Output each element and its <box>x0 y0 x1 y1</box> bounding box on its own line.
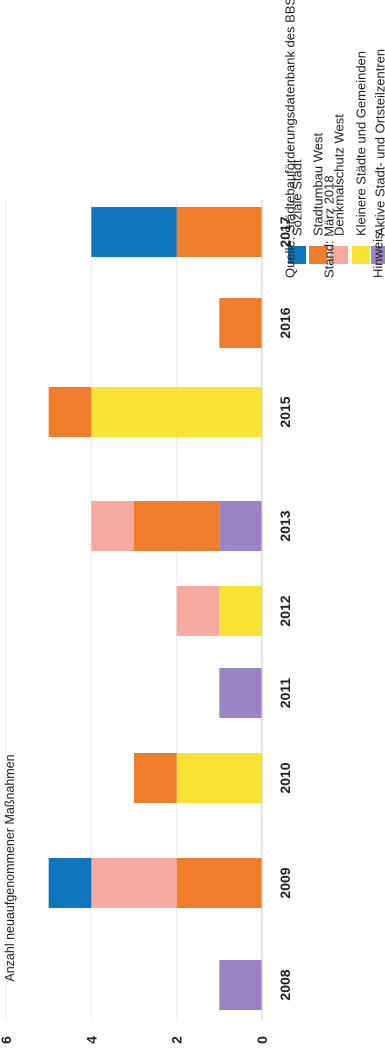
y-tick-label: 0 <box>254 1036 270 1044</box>
y-tick-labels: 0 2 4 6 <box>0 1036 270 1044</box>
legend-label: Denkmalschutz West <box>332 114 347 236</box>
legend-label: Soziale Stadt <box>290 159 305 236</box>
legend-swatch <box>288 246 306 264</box>
bar-segment <box>91 387 262 437</box>
legend-label: Kleinere Städte und Gemeinden <box>354 51 369 236</box>
bar-segment <box>176 858 262 908</box>
y-tick-label: 4 <box>83 1036 99 1044</box>
bar-segment <box>219 668 262 718</box>
x-tick-label: 2013 <box>277 510 293 541</box>
x-tick-label: 2008 <box>277 969 293 1000</box>
bar-segment <box>219 586 262 636</box>
notes: Quelle: Städtebauförderungsdatenbank des… <box>283 0 385 278</box>
legend-swatch <box>352 246 370 264</box>
bar-segment <box>134 753 177 803</box>
date-note: Stand: März 2018 <box>322 175 337 278</box>
legend-swatch <box>309 246 327 264</box>
bar-segment <box>219 501 262 551</box>
x-tick-labels: 2008 2009 2010 2011 2012 2013 2015 2016 2017 <box>277 216 293 1000</box>
bar-segment <box>48 858 92 908</box>
x-tick-label: 2017 <box>277 216 293 247</box>
bar-segment <box>176 586 220 636</box>
x-tick-label: 2016 <box>277 307 293 338</box>
bar-segment <box>48 387 92 437</box>
bars <box>48 207 262 1010</box>
legend-swatch <box>371 246 385 264</box>
bar-segment <box>219 298 262 348</box>
bar-segment <box>91 858 177 908</box>
x-tick-label: 2010 <box>277 762 293 793</box>
bar-segment <box>176 753 262 803</box>
x-tick-label: 2009 <box>277 867 293 898</box>
bar-segment <box>91 207 177 257</box>
bar-segment <box>219 960 262 1010</box>
source-note: Quelle: Städtebauförderungsdatenbank des… <box>283 0 298 278</box>
legend: Soziale Stadt Stadtumbau West Denkmalschut… <box>288 49 385 264</box>
y-tick-label: 2 <box>169 1036 185 1044</box>
legend-label: Aktive Stadt- und Ortsteilzentren <box>373 49 385 236</box>
x-tick-label: 2011 <box>277 678 293 709</box>
y-axis-label: Anzahl neuaufgenommener Maßnahmen <box>3 754 17 981</box>
x-tick-label: 2015 <box>277 396 293 427</box>
bar-segment <box>176 207 262 257</box>
legend-label: Stadtumbau West <box>311 133 326 236</box>
bar-segment <box>134 501 220 551</box>
y-tick-label: 6 <box>0 1036 14 1044</box>
legend-swatch <box>330 246 348 264</box>
x-tick-label: 2012 <box>277 595 293 626</box>
hint-note: Hinweis: <box>371 229 385 278</box>
bar-segment <box>91 501 134 551</box>
